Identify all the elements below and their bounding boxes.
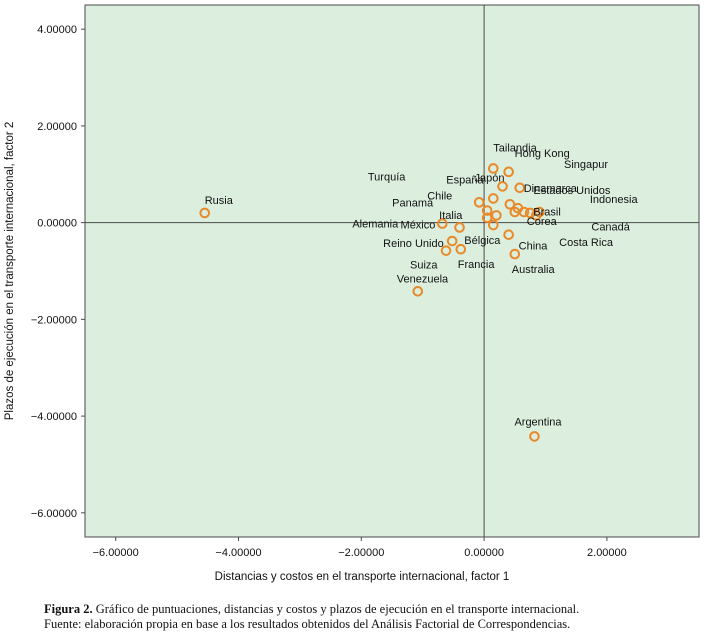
y-tick-label: 2.00000 [37,121,77,133]
y-tick-label: −2.00000 [31,314,77,326]
data-points [199,163,545,442]
point-label: Costa Rica [559,237,614,249]
data-point [455,243,467,255]
point-label: Francia [458,259,496,271]
point-label: Canadá [591,221,630,233]
data-point [503,166,514,178]
point-label: España [446,174,484,186]
point-label: Panamá [392,198,434,210]
y-tick-label: 0.00000 [37,218,77,230]
point-label: Australia [512,264,556,276]
point-label: Alemania [352,219,399,231]
data-point [446,235,458,247]
data-point [488,163,499,174]
point-label: Hong Kong [515,148,570,160]
data-point [488,193,499,204]
data-point [199,207,211,219]
point-label: Rusia [205,195,234,207]
x-axis-ticks: −6.00000 −4.00000 −2.00000 0.00000 2.00000 [93,537,627,559]
data-point [481,205,493,216]
data-point [481,212,493,224]
x-tick-label: 2.00000 [587,547,627,559]
y-tick-label: −6.00000 [31,508,77,520]
figure-source: Fuente: elaboración propia en base a los… [44,617,571,631]
data-point [412,286,424,297]
x-tick-label: −6.00000 [93,547,139,559]
point-label: Indonesia [590,194,639,206]
y-tick-label: −4.00000 [31,411,77,423]
x-tick-label: −2.00000 [338,547,384,559]
point-label: Argentina [514,416,562,428]
data-point [454,222,465,233]
data-point [509,248,521,260]
point-label: Suiza [410,260,438,272]
figure-title: Gráfico de puntuaciones, distancias y co… [95,602,580,616]
y-axis-title: Plazos de ejecución en el transporte int… [4,122,16,421]
data-point [497,181,508,192]
point-label: Reino Unido [383,238,444,250]
y-tick-label: 4.00000 [37,24,77,36]
scatter-chart: 4.000002.000000.00000−2.00000−4.00000−6.… [4,4,700,583]
point-label: Japón [475,172,505,184]
point-label: Venezuela [397,273,449,285]
point-label: Corea [527,216,558,228]
point-label: Italia [439,210,463,222]
plot-area [84,4,700,538]
point-label: Singapur [564,159,608,171]
data-point [503,229,514,241]
data-point [440,245,452,256]
data-point [504,198,516,210]
data-point [514,182,526,194]
point-label: China [519,241,549,253]
figure-label: Figura 2. [44,602,93,616]
x-axis-title: Distancias y costos en el transporte int… [215,571,510,583]
data-point [509,206,521,218]
data-point [530,210,542,221]
point-label: Turquía [368,171,406,183]
point-label: Estados Unidos [533,185,611,197]
caption-title-line: Figura 2. Gráfico de puntuaciones, dista… [44,602,704,617]
data-point [437,218,448,229]
y-axis-ticks: 4.00000 2.00000 0.00000 −2.00000 −4.00000 −6.… [31,24,85,520]
point-label: México [401,219,436,231]
x-tick-label: 0.00000 [464,547,504,559]
point-label: Bélgica [464,235,501,247]
data-point [473,197,485,208]
x-tick-label: −4.00000 [215,547,261,559]
point-label: Chile [427,190,452,202]
data-point [491,210,502,221]
data-point [524,207,536,219]
figure-caption: Figura 2. Gráfico de puntuaciones, dista… [44,602,704,632]
data-point [488,219,499,231]
point-label: Brasil [533,206,561,218]
data-point [529,431,540,442]
point-label: Dinamarca [524,183,578,195]
point-label: Tailandia [493,142,537,154]
